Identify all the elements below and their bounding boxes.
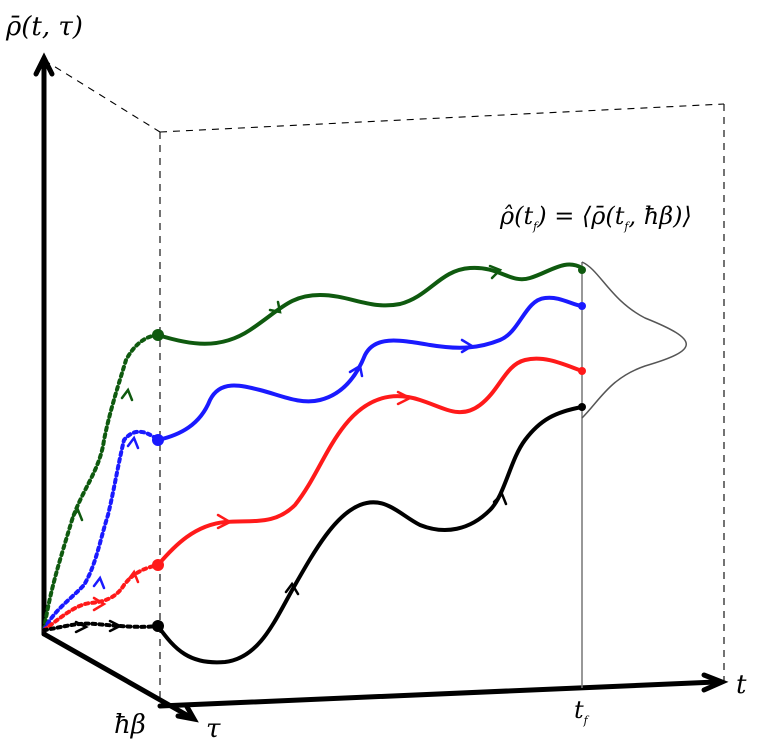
green-end-dot [578, 266, 586, 274]
green-dotted-path [42, 333, 160, 632]
tau-axis-label: τ [206, 714, 221, 744]
red-start-dot [152, 559, 164, 571]
tau-axis-arrow [175, 702, 199, 723]
start-points [152, 329, 164, 632]
black-dotted-path [42, 621, 160, 632]
red-end-dot [578, 367, 586, 375]
hbar-beta-label: ħβ [114, 710, 146, 740]
end-points [578, 266, 586, 411]
red-trajectory [156, 356, 584, 567]
blue-dotted-path [42, 429, 160, 632]
black-trajectory [156, 405, 584, 665]
tau-axis [41, 631, 195, 721]
black-start-dot [152, 620, 164, 632]
direction-arrows [216, 264, 508, 596]
red-dotted-path [42, 563, 160, 632]
black-end-dot [578, 403, 586, 411]
t-axis-label: t [736, 670, 747, 700]
y-axis-arrow [33, 52, 55, 77]
y-axis-label: ρ̄(t, τ) [6, 12, 83, 42]
t-axis [157, 679, 719, 709]
blue-trajectory [156, 295, 584, 442]
gaussian-curve [581, 261, 687, 419]
dotted-arrows [70, 387, 140, 634]
formula-label: ρ̂(tf) = ⟨ρ̄(tf, ħβ)⟩ [500, 202, 692, 233]
axes [33, 52, 729, 723]
t-axis-arrow [701, 672, 729, 693]
blue-end-dot [578, 302, 586, 310]
real-paths [156, 262, 584, 665]
green-start-dot [152, 329, 164, 341]
imaginary-paths [42, 333, 160, 632]
tf-label: tf [574, 696, 588, 727]
blue-start-dot [152, 434, 164, 446]
green-trajectory [156, 262, 584, 346]
dashed-box [43, 59, 725, 706]
